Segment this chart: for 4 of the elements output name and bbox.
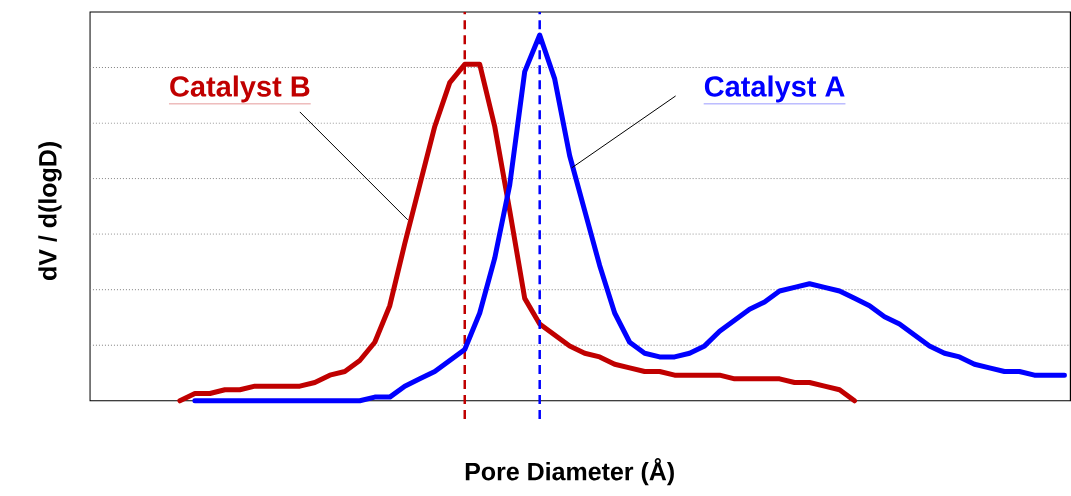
x-axis-title: Pore Diameter (Å) xyxy=(465,458,674,486)
text: Catalyst A xyxy=(704,75,845,103)
y-axis-title: dV / d(logD) xyxy=(38,142,62,281)
text: Catalyst B xyxy=(170,75,310,103)
